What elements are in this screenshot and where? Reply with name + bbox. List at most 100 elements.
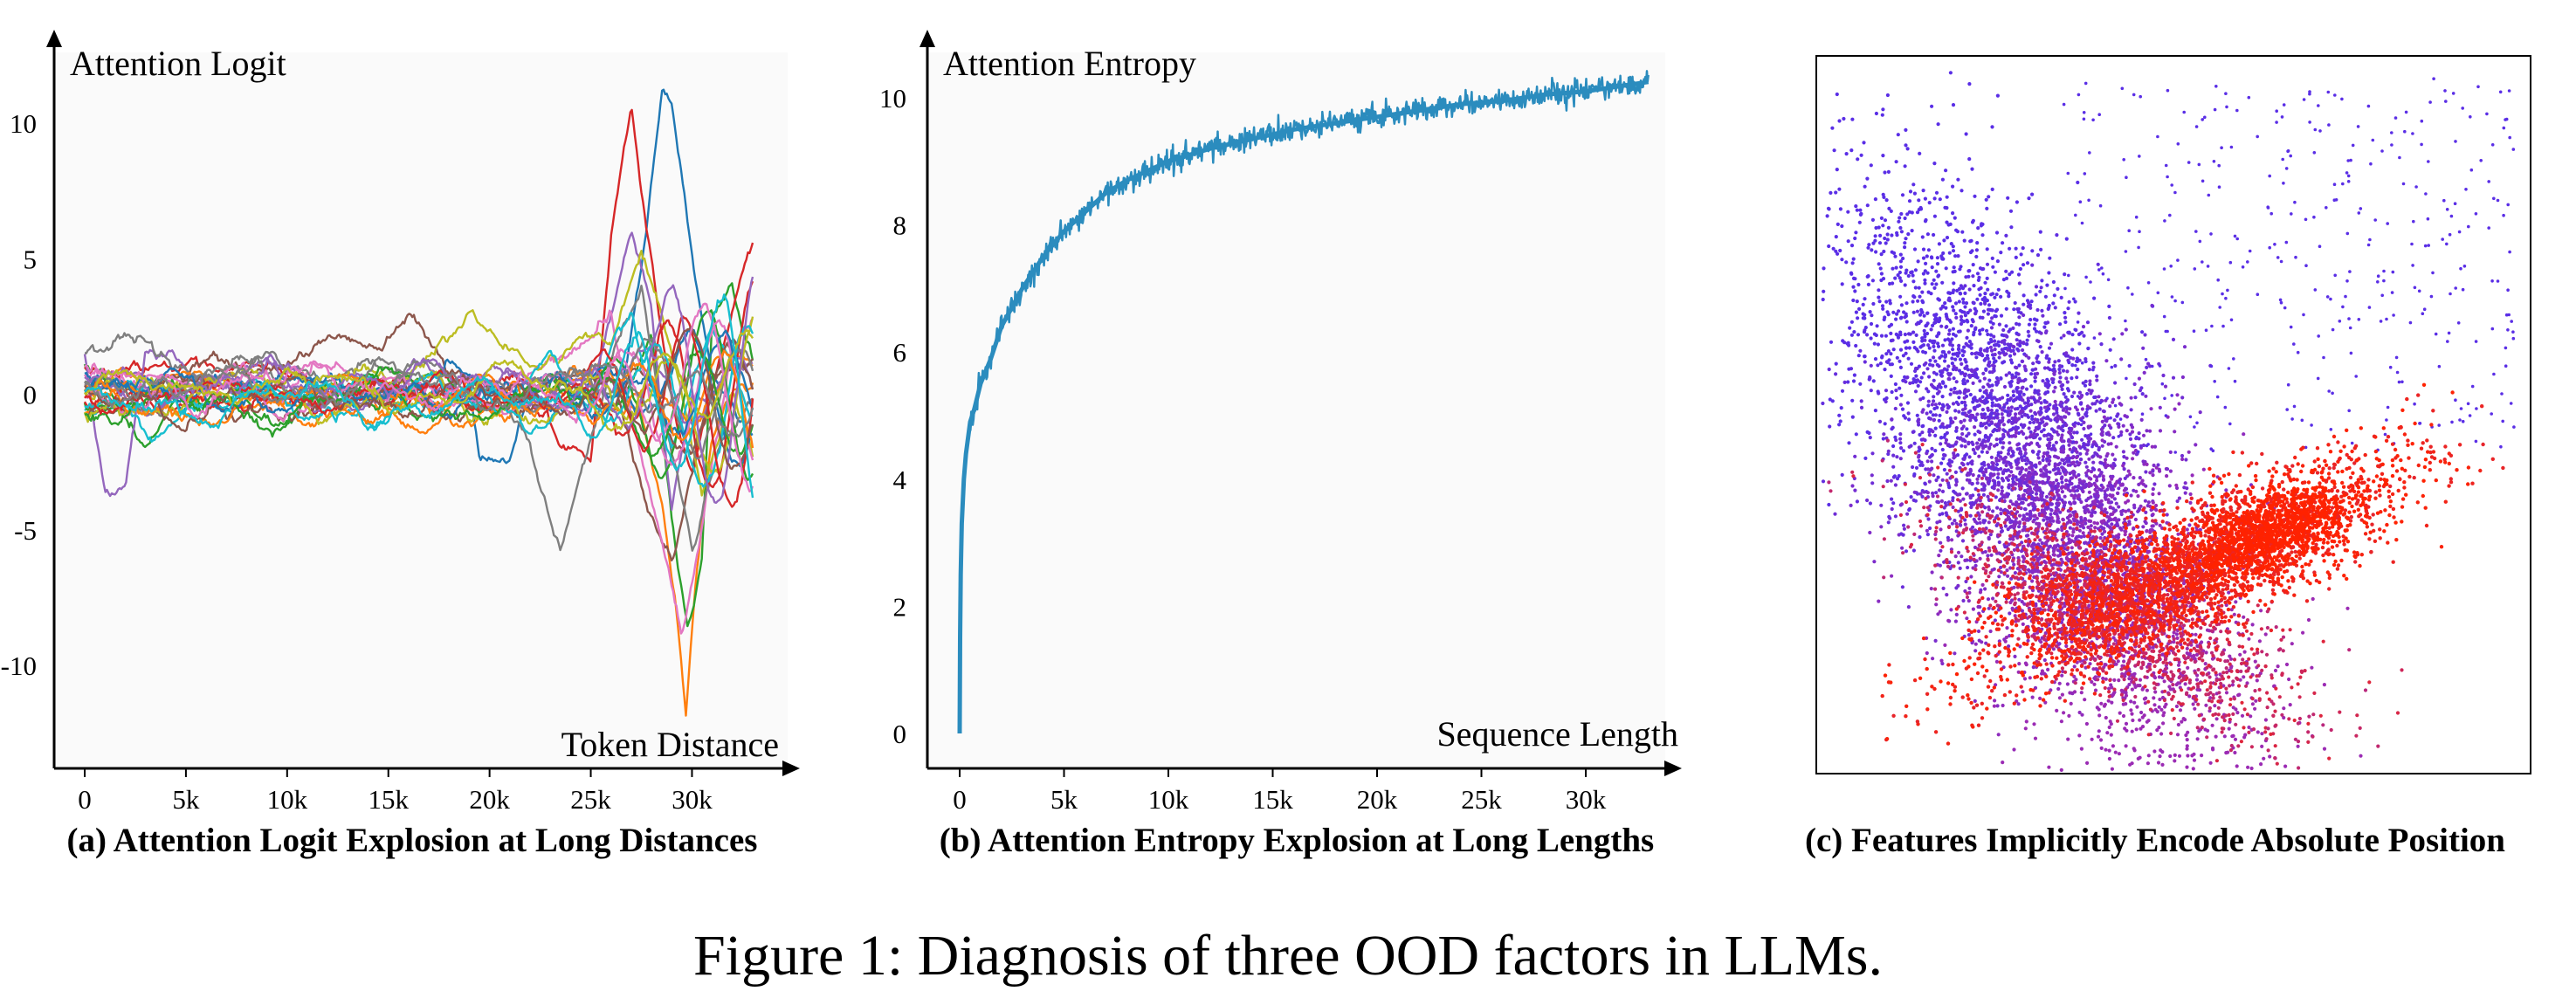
panel-c-point xyxy=(2039,286,2043,290)
panel-c-point xyxy=(1988,333,1994,337)
panel-c-point xyxy=(2146,754,2151,758)
panel-c-point xyxy=(2001,396,2005,400)
panel-c-point xyxy=(2062,334,2066,338)
panel-c-point xyxy=(1950,356,1954,361)
panel-c-point xyxy=(2007,406,2011,410)
panel-c-point xyxy=(2070,436,2075,440)
panel-c-point xyxy=(1968,239,1973,244)
panel-c-point xyxy=(2132,506,2137,510)
panel-c-point xyxy=(2123,476,2127,481)
panel-c-point xyxy=(1920,299,1925,303)
panel-c-point xyxy=(2011,326,2015,330)
panel-c-point xyxy=(1898,252,1903,257)
panel-c-point xyxy=(1903,245,1907,250)
panel-c-point xyxy=(2022,364,2027,368)
panel-c-point xyxy=(2142,370,2146,375)
panel-c-point xyxy=(2098,738,2104,742)
panel-c-point xyxy=(2136,494,2140,499)
panel-c-point xyxy=(1912,441,1917,445)
panel-c-point xyxy=(1899,211,1904,217)
panel-c-point xyxy=(1877,288,1881,293)
panel-c-point xyxy=(1930,446,1934,451)
panel-c-point xyxy=(1925,459,1930,464)
panel-c-point xyxy=(2242,735,2247,740)
panel-c-point xyxy=(2185,646,2189,651)
panel-c-point xyxy=(1987,437,1991,442)
panel-c-point xyxy=(1936,341,1940,346)
panel-c-point xyxy=(1990,363,1995,368)
panel-c-point xyxy=(1927,346,1932,350)
panel-c-point xyxy=(1940,380,1945,384)
panel-c-point xyxy=(2053,467,2057,472)
panel-c-point xyxy=(2026,329,2030,334)
panel-c-point xyxy=(1898,386,1902,390)
panel-c-point xyxy=(2116,535,2120,540)
panel-c-point xyxy=(1870,313,1874,318)
panel-c-point xyxy=(1972,405,1976,410)
panel-c-point xyxy=(2158,469,2162,473)
panel-c-point xyxy=(1912,490,1917,494)
panel-c-point xyxy=(1884,198,1889,203)
panel-c-point xyxy=(1973,649,1978,653)
panel-c-point xyxy=(2001,405,2007,410)
panel-c-point xyxy=(1872,560,1877,564)
panel-c-point xyxy=(1907,346,1911,350)
panel-c-point xyxy=(2148,471,2152,475)
panel-c-point xyxy=(1921,189,1925,193)
panel-c-point xyxy=(1849,320,1854,324)
panel-c-point xyxy=(2187,450,2191,454)
panel-c-point xyxy=(2104,465,2108,469)
panel-c-point xyxy=(1869,389,1873,393)
panel-c-point xyxy=(2022,517,2026,521)
panel-c-point xyxy=(2175,393,2180,397)
panel-c-point xyxy=(1944,306,1948,310)
panel-c-point xyxy=(2157,675,2161,679)
panel-c-point xyxy=(1913,368,1918,374)
panel-c-point xyxy=(2184,458,2188,462)
panel-c-point xyxy=(2060,433,2064,437)
panel-c-point xyxy=(2011,389,2015,394)
panel-c-point xyxy=(2063,315,2068,320)
panel-c-point xyxy=(1837,423,1842,427)
panel-c-point xyxy=(1893,254,1898,258)
panel-c-point xyxy=(2103,507,2107,512)
panel-c-point xyxy=(1953,216,1957,220)
panel-c-point xyxy=(1981,371,1986,375)
panel-c-point xyxy=(2035,390,2040,395)
panel-c-point xyxy=(1940,368,1945,373)
panel-c-point xyxy=(1994,231,2000,235)
panel-c-point xyxy=(1863,328,1867,333)
panel-c-point xyxy=(1911,294,1916,299)
panel-c-point xyxy=(2158,754,2162,759)
panel-c-point xyxy=(2051,301,2056,306)
panel-c-point xyxy=(1905,147,1910,151)
panel-c-point xyxy=(1877,225,1881,230)
panel-a-series-line xyxy=(84,293,754,499)
panel-c-point xyxy=(1837,187,1842,191)
panel-c-point xyxy=(1950,361,1954,366)
panel-c-point xyxy=(1964,341,1968,346)
panel-c-point xyxy=(1933,433,1938,437)
panel-c-point xyxy=(1903,164,1907,169)
panel-c-point xyxy=(1847,367,1851,371)
panel-c-point xyxy=(1983,435,1987,439)
panel-c-point xyxy=(1900,193,1905,197)
panel-c-point xyxy=(1945,317,1950,321)
panel-c-point xyxy=(1943,359,1947,363)
panel-c-point xyxy=(1990,292,1995,296)
panel-a-series-line xyxy=(83,349,754,449)
panel-c-point xyxy=(2200,754,2204,758)
panel-c-point xyxy=(2255,678,2259,683)
panel-c-point xyxy=(1987,303,1992,307)
panel-c-point xyxy=(2000,477,2004,481)
panel-c-point xyxy=(1877,599,1881,603)
panel-c-point xyxy=(2092,499,2097,504)
panel-a-x-ticks: 0 5k 10k 15k 20k 25k 30k xyxy=(78,768,713,815)
panel-c-point xyxy=(2121,423,2125,428)
panel-c-point xyxy=(2035,432,2040,437)
panel-c-point xyxy=(1953,519,1957,523)
panel-c-point xyxy=(1921,396,1925,400)
panel-c-point xyxy=(1930,570,1934,575)
panel-c-point xyxy=(2089,483,2093,487)
panel-a-caption: (a) Attention Logit Explosion at Long Di… xyxy=(67,822,758,859)
